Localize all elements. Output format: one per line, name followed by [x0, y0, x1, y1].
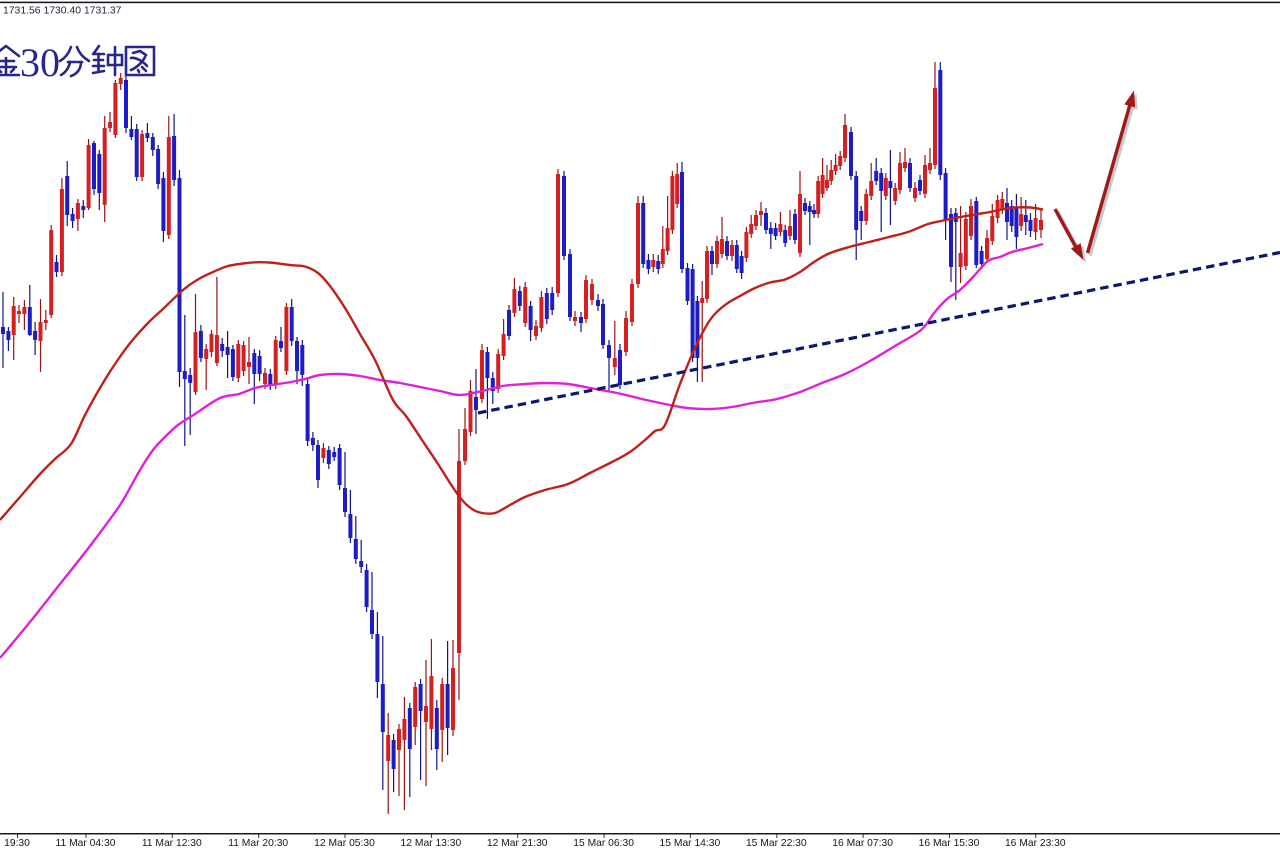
svg-text:15 Mar 14:30: 15 Mar 14:30: [660, 838, 721, 849]
svg-text:1731.56 1730.40 1731.37: 1731.56 1730.40 1731.37: [3, 6, 122, 17]
svg-text:12 Mar 13:30: 12 Mar 13:30: [401, 838, 462, 849]
svg-text:15 Mar 06:30: 15 Mar 06:30: [573, 838, 634, 849]
svg-text:12 Mar 21:30: 12 Mar 21:30: [487, 838, 548, 849]
svg-text:16 Mar 15:30: 16 Mar 15:30: [919, 838, 980, 849]
svg-text:19:30: 19:30: [4, 838, 30, 849]
svg-text:30: 30: [20, 40, 60, 85]
svg-text:11 Mar 04:30: 11 Mar 04:30: [56, 838, 116, 849]
svg-text:16 Mar 23:30: 16 Mar 23:30: [1005, 838, 1066, 849]
svg-text:11 Mar 12:30: 11 Mar 12:30: [142, 838, 202, 849]
svg-text:16 Mar 07:30: 16 Mar 07:30: [832, 838, 893, 849]
svg-text:12 Mar 05:30: 12 Mar 05:30: [314, 838, 375, 849]
svg-text:11 Mar 20:30: 11 Mar 20:30: [228, 838, 288, 849]
svg-text:15 Mar 22:30: 15 Mar 22:30: [746, 838, 807, 849]
